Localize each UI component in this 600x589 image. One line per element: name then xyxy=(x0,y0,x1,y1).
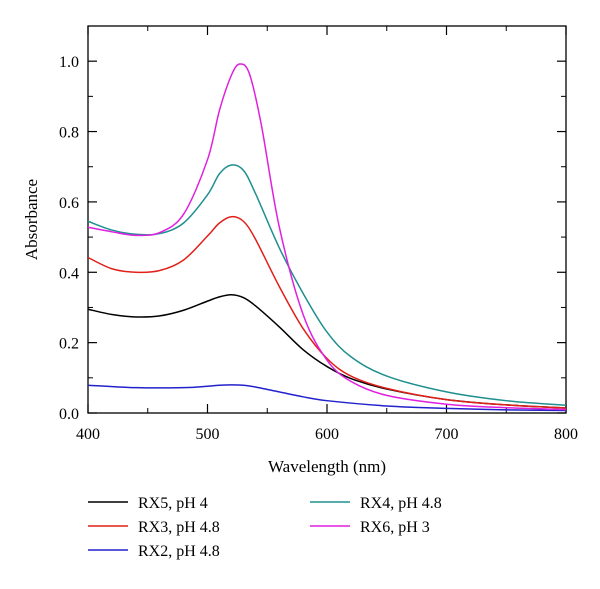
x-tick-label: 400 xyxy=(76,426,100,443)
y-tick-label: 0.2 xyxy=(59,336,79,353)
y-tick-label: 0.6 xyxy=(59,195,79,212)
legend-label: RX6, pH 3 xyxy=(360,519,430,536)
axis-ticks: 400 500 600 700 800 0.0 0.2 0.4 0.6 0.8 1.0 xyxy=(59,25,578,443)
series-line-1 xyxy=(87,215,567,409)
legend-label: RX5, pH 4 xyxy=(138,495,208,512)
y-tick-label: 0.4 xyxy=(59,265,79,282)
x-axis-title: Wavelength (nm) xyxy=(268,457,386,476)
x-tick-label: 500 xyxy=(196,426,220,443)
plot-frame xyxy=(87,25,567,414)
x-tick-label: 800 xyxy=(554,426,578,443)
series-line-3 xyxy=(87,164,567,407)
legend-label: RX4, pH 4.8 xyxy=(360,495,442,512)
data-series xyxy=(87,63,567,412)
series-line-2 xyxy=(87,384,567,412)
y-tick-label: 0.0 xyxy=(59,406,79,423)
y-tick-label: 1.0 xyxy=(59,54,79,71)
plot-border xyxy=(87,25,567,414)
axis-labels: Wavelength (nm) Absorbance xyxy=(22,179,386,476)
legend-label: RX2, pH 4.8 xyxy=(138,543,220,560)
x-tick-label: 600 xyxy=(315,426,339,443)
y-tick-label: 0.8 xyxy=(59,125,79,142)
legend: RX5, pH 4 RX3, pH 4.8 RX2, pH 4.8 RX4, pH 4… xyxy=(88,495,442,560)
y-axis-title: Absorbance xyxy=(22,179,41,260)
series-line-4 xyxy=(87,63,567,411)
x-tick-label: 700 xyxy=(435,426,459,443)
legend-label: RX3, pH 4.8 xyxy=(138,519,220,536)
series-line-0 xyxy=(87,294,567,409)
